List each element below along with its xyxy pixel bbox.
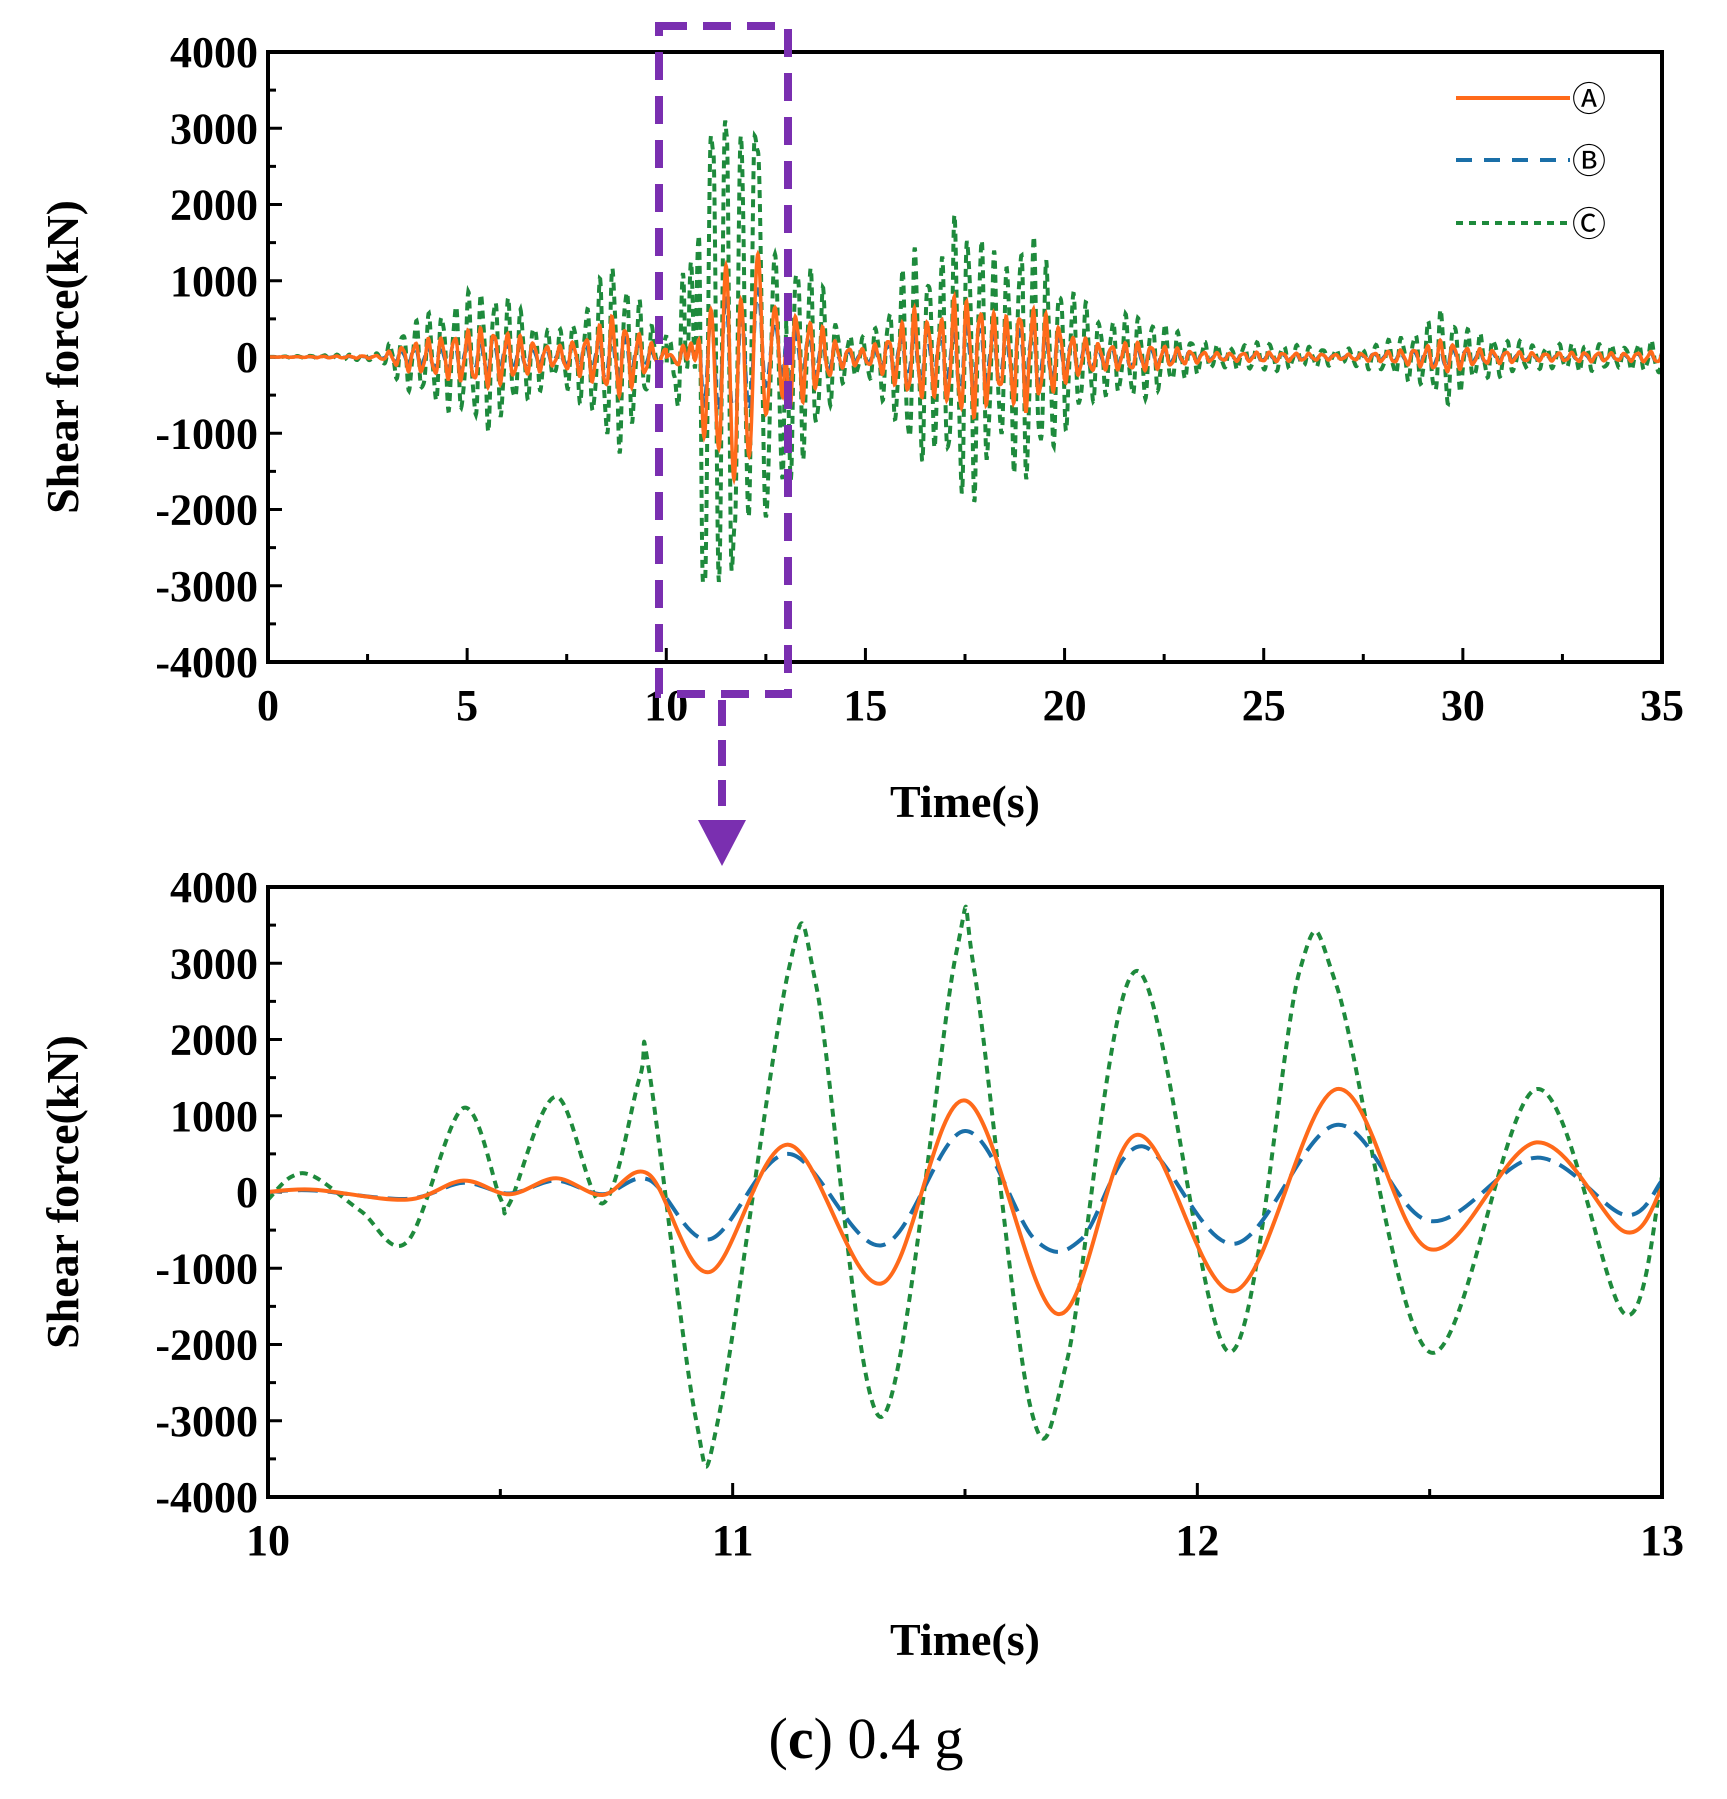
- full-y-tick-label: -1000: [155, 409, 258, 458]
- full-y-ticks: -4000 -3000 -2000 -1000 0 1000 2000 3000 4000: [155, 28, 282, 687]
- figure-caption: (c) 0.4 g: [769, 1706, 964, 1771]
- full-y-tick-label: 0: [236, 333, 258, 382]
- zoom-y-ticks: -4000 -3000 -2000 -1000 0 1000 2000 3000 4000: [155, 863, 282, 1522]
- caption-letter: c: [788, 1706, 814, 1771]
- zoom-y-tick-label: -1000: [155, 1244, 258, 1293]
- highlight-arrow-head: [698, 820, 746, 866]
- zoom-series-b-line: [268, 1122, 1662, 1254]
- zoom-x-tick-label: 10: [246, 1516, 290, 1565]
- full-plot-area: [268, 120, 1662, 584]
- full-y-tick-label: 3000: [170, 104, 258, 153]
- full-x-tick-label: 20: [1043, 681, 1087, 730]
- chart-zoom: -4000 -3000 -2000 -1000 0 1000 2000 3000 4000 10…: [37, 863, 1684, 1665]
- full-y-tick-label: 4000: [170, 28, 258, 77]
- zoom-y-tick-label: 3000: [170, 939, 258, 988]
- full-x-tick-label: 15: [843, 681, 887, 730]
- zoom-x-tick-label: 13: [1640, 1516, 1684, 1565]
- full-x-ticks: 0 5 10 15 20 25 30 35: [257, 648, 1684, 730]
- zoom-y-tick-label: 0: [236, 1168, 258, 1217]
- full-x-tick-label: 0: [257, 681, 279, 730]
- full-x-tick-label: 30: [1441, 681, 1485, 730]
- zoom-y-tick-label: 4000: [170, 863, 258, 912]
- full-x-tick-label: 35: [1640, 681, 1684, 730]
- zoom-x-tick-label: 11: [712, 1516, 754, 1565]
- zoom-y-axis-label: Shear force(kN): [37, 1035, 88, 1349]
- zoom-series-c-line: [268, 904, 1662, 1469]
- zoom-y-tick-label: 2000: [170, 1016, 258, 1065]
- zoom-y-tick-label: -3000: [155, 1397, 258, 1446]
- legend-a-label: Ⓐ: [1572, 80, 1606, 120]
- full-y-tick-label: -4000: [155, 638, 258, 687]
- full-y-tick-label: 2000: [170, 181, 258, 230]
- full-y-tick-label: 1000: [170, 257, 258, 306]
- highlight-window-box: [655, 22, 792, 698]
- legend-c-label: Ⓒ: [1572, 205, 1606, 245]
- full-y-tick-label: -2000: [155, 486, 258, 535]
- full-y-tick-label: -3000: [155, 562, 258, 611]
- zoom-y-tick-label: 1000: [170, 1092, 258, 1141]
- caption-value: 0.4 g: [847, 1706, 963, 1771]
- full-x-tick-label: 5: [456, 681, 478, 730]
- legend: Ⓐ Ⓑ Ⓒ: [1456, 80, 1606, 245]
- chart-full: -4000 -3000 -2000 -1000 0 1000 2000 3000 4000 0 5…: [37, 28, 1684, 827]
- full-x-axis-label: Time(s): [890, 776, 1040, 827]
- legend-b-label: Ⓑ: [1572, 142, 1606, 182]
- full-series-a-line: [268, 249, 1662, 486]
- caption-text: (c) 0.4 g: [769, 1706, 964, 1771]
- zoom-y-tick-label: -4000: [155, 1473, 258, 1522]
- zoom-plot-frame: [266, 885, 1664, 1499]
- zoom-x-ticks: 10 11 12 13: [246, 1483, 1684, 1565]
- full-plot-frame: [266, 50, 1664, 664]
- full-x-tick-label: 10: [644, 681, 688, 730]
- zoom-x-tick-label: 12: [1175, 1516, 1219, 1565]
- full-x-tick-label: 25: [1242, 681, 1286, 730]
- full-y-axis-label: Shear force(kN): [37, 200, 88, 514]
- zoom-y-tick-label: -2000: [155, 1321, 258, 1370]
- zoom-highlight: [655, 22, 792, 866]
- zoom-series-a-line: [268, 1087, 1662, 1316]
- zoom-x-axis-label: Time(s): [890, 1614, 1040, 1665]
- zoom-plot-area: [268, 904, 1662, 1469]
